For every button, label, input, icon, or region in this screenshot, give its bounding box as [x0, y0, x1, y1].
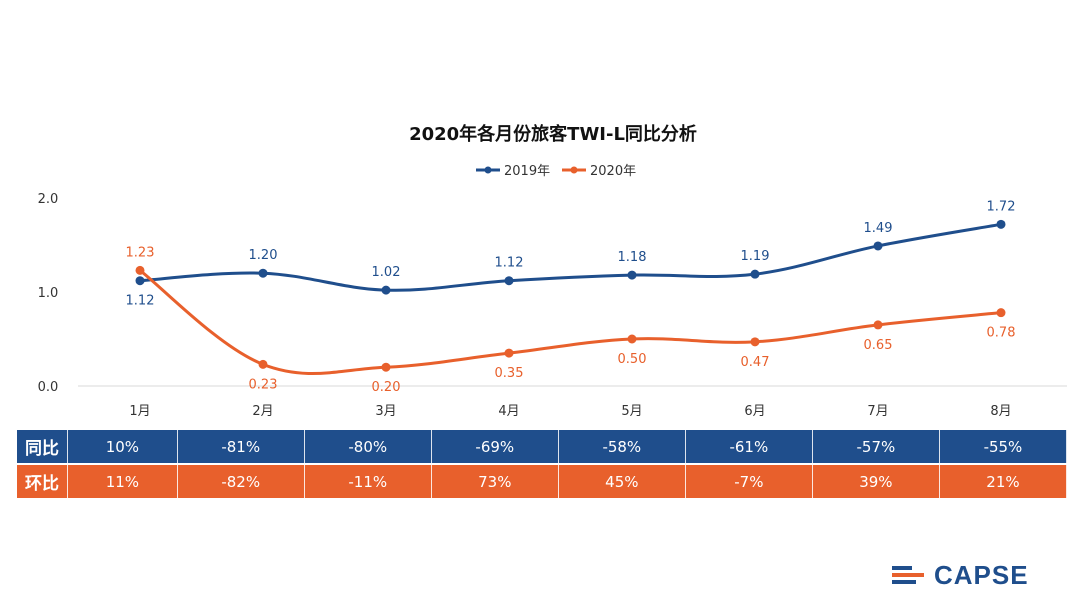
x-tick-label: 8月 — [990, 404, 1011, 419]
y-axis: 0.0 1.0 2.0 — [38, 192, 59, 395]
table-cell: -80% — [304, 430, 432, 465]
series-line-2019 — [139, 222, 1002, 292]
data-point[interactable] — [627, 270, 637, 280]
chart-title: 2020年各月份旅客TWI-L同比分析 — [409, 123, 697, 145]
mom-row: 环比 11% -82% -11% 73% 45% -7% 39% 21% — [17, 464, 1068, 498]
x-tick-label: 1月 — [129, 404, 150, 419]
y-tick-label: 1.0 — [38, 286, 59, 301]
data-label: 0.65 — [864, 338, 893, 353]
legend-item-2019[interactable]: 2019年 — [476, 164, 550, 179]
x-tick-label: 7月 — [867, 404, 888, 419]
data-point[interactable] — [996, 308, 1006, 318]
table-cell: -58% — [558, 430, 686, 465]
x-axis: 1月 2月 3月 4月 5月 6月 7月 8月 — [129, 404, 1011, 419]
table-cell: -11% — [304, 464, 432, 498]
data-point[interactable] — [627, 334, 637, 344]
x-tick-label: 5月 — [621, 404, 642, 419]
table-cell: -57% — [812, 430, 940, 465]
data-label: 1.18 — [618, 250, 647, 265]
row-header: 同比 — [17, 430, 68, 465]
table-cell: -82% — [177, 464, 305, 498]
legend-label-2019: 2019年 — [504, 164, 550, 179]
series-layer: 1.12 1.20 1.02 1.12 1.18 1.19 1.49 1.72 1.23 0.23… — [126, 199, 1016, 395]
data-label: 1.20 — [249, 248, 278, 263]
data-point[interactable] — [135, 276, 145, 286]
table-cell: -7% — [685, 464, 813, 498]
logo-mark-icon — [892, 564, 928, 586]
table-cell: 39% — [812, 464, 940, 498]
data-label: 1.49 — [864, 221, 893, 236]
legend-label-2020: 2020年 — [590, 164, 636, 179]
y-tick-label: 2.0 — [38, 192, 59, 207]
data-point[interactable] — [381, 362, 391, 372]
data-label: 1.72 — [987, 199, 1016, 214]
x-tick-label: 4月 — [498, 404, 519, 419]
table-cell: 10% — [67, 430, 178, 465]
table-cell: -69% — [431, 430, 559, 465]
data-point[interactable] — [258, 359, 268, 369]
data-point[interactable] — [504, 276, 514, 286]
table-cell: 73% — [431, 464, 559, 498]
legend: 2019年 2020年 — [476, 164, 636, 179]
legend-item-2020[interactable]: 2020年 — [562, 164, 636, 179]
data-point[interactable] — [873, 241, 883, 251]
table-cell: -81% — [177, 430, 305, 465]
capse-logo: CAPSE — [892, 560, 1029, 590]
row-header: 环比 — [17, 464, 68, 498]
stats-table: 同比 10% -81% -80% -69% -58% -61% -57% -55% 环比 11% -8… — [17, 430, 1068, 498]
data-point[interactable] — [873, 320, 883, 330]
table-cell: 45% — [558, 464, 686, 498]
x-tick-label: 2月 — [252, 404, 273, 419]
data-point[interactable] — [258, 268, 268, 278]
data-point[interactable] — [135, 265, 145, 275]
data-label: 1.12 — [126, 294, 155, 309]
x-tick-label: 6月 — [744, 404, 765, 419]
data-point[interactable] — [381, 285, 391, 295]
table-cell: 11% — [67, 464, 178, 498]
logo-text: CAPSE — [934, 559, 1029, 590]
table-cell: 21% — [939, 464, 1068, 498]
data-label: 0.23 — [249, 377, 278, 392]
data-label: 1.23 — [126, 245, 155, 260]
data-label: 0.35 — [495, 366, 524, 381]
data-point[interactable] — [504, 348, 514, 358]
data-label: 1.02 — [372, 265, 401, 280]
data-label: 1.19 — [741, 249, 770, 264]
table-cell: -55% — [939, 430, 1068, 465]
data-point[interactable] — [750, 337, 760, 347]
data-point[interactable] — [750, 269, 760, 279]
data-label: 0.20 — [372, 380, 401, 395]
data-label: 0.47 — [741, 355, 770, 370]
table-cell: -61% — [685, 430, 813, 465]
x-tick-label: 3月 — [375, 404, 396, 419]
series-line-2020 — [139, 269, 1002, 375]
data-point[interactable] — [996, 219, 1006, 229]
data-label: 0.50 — [618, 352, 647, 367]
yoy-row: 同比 10% -81% -80% -69% -58% -61% -57% -55% — [17, 430, 1068, 465]
data-label: 0.78 — [987, 326, 1016, 341]
y-tick-label: 0.0 — [38, 380, 59, 395]
data-label: 1.12 — [495, 256, 524, 271]
